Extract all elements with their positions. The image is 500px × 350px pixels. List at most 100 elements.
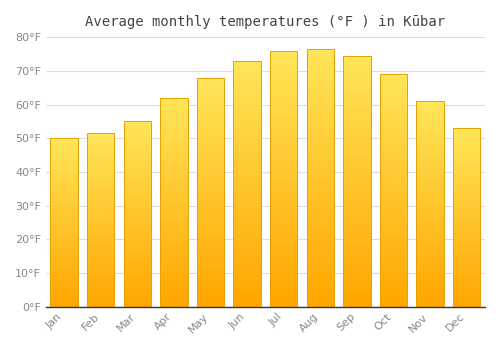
Bar [124,264,151,266]
Bar [160,188,188,190]
Bar [453,293,480,294]
Bar [50,153,78,155]
Bar [234,68,261,71]
Bar [197,288,224,290]
Bar [160,298,188,300]
Bar [124,253,151,255]
Bar [50,147,78,148]
Bar [124,140,151,142]
Bar [50,152,78,153]
Bar [306,253,334,255]
Bar [343,279,370,282]
Bar [343,121,370,124]
Bar [50,296,78,298]
Bar [270,245,297,248]
Bar [306,188,334,191]
Bar [306,170,334,173]
Bar [234,65,261,68]
Bar [160,154,188,156]
Bar [380,107,407,109]
Bar [197,263,224,265]
Bar [380,293,407,295]
Bar [124,205,151,206]
Bar [306,142,334,144]
Bar [270,296,297,299]
Bar [160,194,188,196]
Bar [87,237,115,239]
Bar [343,139,370,141]
Bar [234,220,261,223]
Bar [50,192,78,194]
Bar [270,92,297,94]
Bar [197,261,224,263]
Bar [416,122,444,124]
Bar [124,164,151,166]
Bar [343,166,370,169]
Bar [124,234,151,236]
Bar [234,299,261,302]
Bar [197,224,224,226]
Bar [50,263,78,265]
Bar [343,186,370,189]
Bar [270,138,297,140]
Bar [416,191,444,194]
Bar [270,194,297,197]
Bar [197,199,224,201]
Bar [50,140,78,142]
Bar [234,147,261,149]
Bar [160,129,188,131]
Bar [160,104,188,106]
Bar [234,120,261,122]
Bar [306,131,334,134]
Bar [380,241,407,244]
Bar [306,160,334,162]
Bar [453,239,480,241]
Bar [270,253,297,255]
Bar [50,169,78,170]
Bar [453,141,480,142]
Bar [87,142,115,143]
Bar [416,261,444,264]
Bar [124,125,151,127]
Bar [87,156,115,158]
Bar [234,211,261,213]
Bar [160,284,188,286]
Bar [453,209,480,210]
Bar [160,204,188,206]
Bar [87,175,115,176]
Bar [270,130,297,133]
Bar [416,169,444,171]
Bar [380,197,407,200]
Bar [160,144,188,146]
Bar [453,171,480,173]
Bar [380,144,407,146]
Bar [197,142,224,144]
Bar [270,284,297,286]
Bar [343,231,370,234]
Bar [50,216,78,217]
Bar [453,273,480,274]
Bar [416,103,444,105]
Bar [270,133,297,135]
Bar [124,246,151,247]
Bar [453,271,480,273]
Bar [306,80,334,82]
Bar [416,144,444,146]
Bar [50,172,78,174]
Bar [416,251,444,253]
Bar [234,159,261,162]
Bar [306,70,334,72]
Bar [197,250,224,252]
Bar [453,230,480,232]
Bar [343,78,370,81]
Bar [416,167,444,169]
Bar [197,243,224,245]
Bar [197,117,224,119]
Bar [124,206,151,209]
Bar [270,248,297,250]
Bar [160,125,188,127]
Bar [380,228,407,230]
Bar [453,199,480,201]
Bar [453,237,480,239]
Bar [234,238,261,240]
